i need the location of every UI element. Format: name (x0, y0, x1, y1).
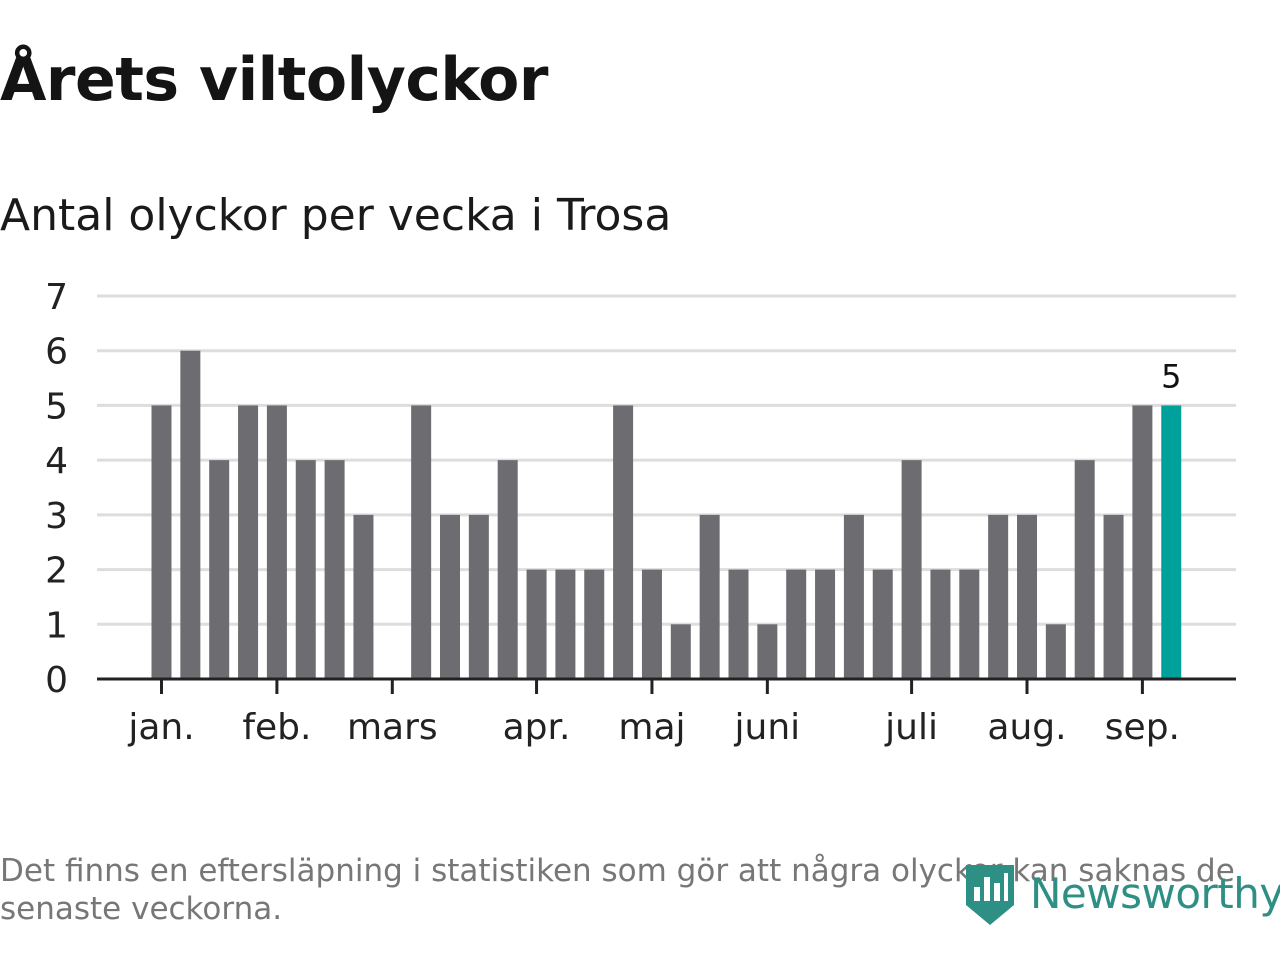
y-tick-label: 5 (45, 386, 68, 427)
x-tick-label: mars (347, 707, 438, 748)
bar (613, 405, 634, 679)
bar (526, 569, 547, 679)
bar (468, 514, 489, 679)
newsworthy-logo-icon (966, 865, 1014, 925)
bar (353, 514, 374, 679)
brand-name: Newsworthy (1030, 868, 1280, 918)
chart-subtitle: Antal olyckor per vecka i Trosa (0, 190, 672, 241)
bar (930, 569, 951, 679)
bars (151, 350, 1182, 679)
bar (497, 460, 518, 679)
bar-chart: 0 1 2 3 4 5 6 7 jan. feb. mars apr. maj juni juli aug.… (45, 277, 1236, 748)
footnote-text: Det finns en eftersläpning i statistiken… (0, 853, 1235, 927)
bar-highlighted (1161, 405, 1182, 679)
bar (151, 405, 172, 679)
bar (872, 569, 893, 679)
bar (641, 569, 662, 679)
bar (209, 460, 230, 679)
x-tick-label: sep. (1105, 707, 1180, 748)
bar (815, 569, 836, 679)
bar (843, 514, 864, 679)
y-tick-label: 1 (45, 605, 68, 646)
y-tick-label: 3 (45, 496, 68, 537)
chart-title: Årets viltolyckor (0, 45, 549, 115)
bar (1045, 624, 1066, 679)
bar (670, 624, 691, 679)
y-tick-label: 7 (45, 277, 68, 318)
footnote: Det finns en eftersläpning i statistiken… (0, 852, 1270, 928)
x-tick-label: maj (618, 707, 685, 748)
x-tick-label: feb. (242, 707, 311, 748)
bar (959, 569, 980, 679)
bar (901, 460, 922, 679)
x-axis-ticks: jan. feb. mars apr. maj juni juli aug. sep. (127, 679, 1180, 748)
x-tick-label: juli (884, 707, 938, 748)
bar (1017, 514, 1037, 679)
y-tick-label: 6 (45, 332, 68, 373)
data-labels: 5 (1161, 357, 1181, 395)
bar (1103, 514, 1124, 679)
y-tick-label: 2 (45, 551, 68, 592)
x-tick-label: apr. (503, 707, 571, 748)
x-tick-label: juni (734, 707, 801, 748)
bar (266, 405, 287, 679)
y-axis-ticks: 0 1 2 3 4 5 6 7 (45, 277, 68, 701)
bar (295, 460, 316, 679)
x-tick-label: aug. (987, 707, 1066, 748)
y-tick-label: 4 (45, 441, 68, 482)
bar (324, 460, 345, 679)
bar (786, 569, 807, 679)
x-tick-label: jan. (127, 707, 194, 748)
bar (1074, 460, 1095, 679)
bar (584, 569, 605, 679)
bar (728, 569, 749, 679)
data-label: 5 (1161, 357, 1181, 395)
bar (757, 624, 778, 679)
bar (411, 405, 432, 679)
bar (699, 514, 720, 679)
y-tick-label: 0 (45, 660, 68, 701)
brand-logo: Newsworthy (962, 858, 1280, 928)
bar (238, 405, 259, 679)
bar (1132, 405, 1153, 679)
bar (180, 350, 201, 679)
bar (555, 569, 576, 679)
bar (988, 514, 1009, 679)
bar (440, 514, 460, 679)
